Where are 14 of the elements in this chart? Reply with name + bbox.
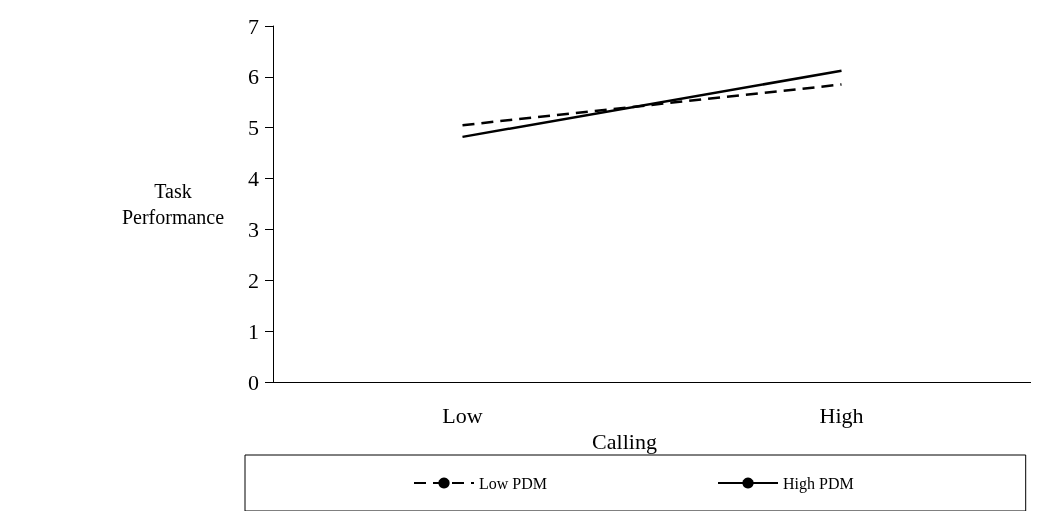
y-tick-label: 3 bbox=[248, 216, 259, 242]
y-tick-label: 5 bbox=[248, 115, 259, 141]
y-tick-label: 4 bbox=[248, 166, 259, 192]
x-tick-label: Low bbox=[442, 402, 483, 428]
y-tick-label: 1 bbox=[248, 318, 259, 344]
y-tick-label: 6 bbox=[248, 64, 259, 90]
y-tick-label: 7 bbox=[248, 13, 259, 39]
x-axis-title: Calling bbox=[592, 429, 657, 455]
x-tick-label: High bbox=[819, 402, 864, 428]
legend-label: High PDM bbox=[783, 474, 854, 493]
y-tick-label: 0 bbox=[248, 369, 259, 395]
legend-label: Low PDM bbox=[479, 474, 548, 492]
y-axis-title: Task Performance bbox=[121, 180, 225, 228]
y-tick-label: 2 bbox=[248, 267, 259, 293]
